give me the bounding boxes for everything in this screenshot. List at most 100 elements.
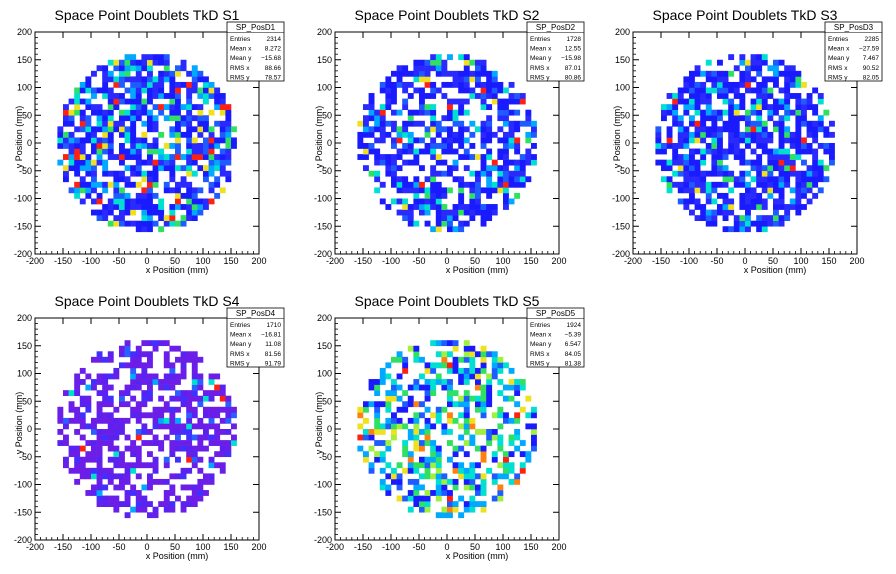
heatmap-bin	[683, 131, 690, 138]
heatmap-bin	[63, 456, 69, 463]
x-tick-label: 150	[223, 256, 238, 266]
y-tick-label: -200	[314, 249, 332, 259]
heatmap-bin	[96, 148, 103, 155]
heatmap-bin	[197, 143, 204, 149]
heatmap-bin	[180, 373, 187, 380]
heatmap-bin	[469, 192, 476, 199]
heatmap-bin	[91, 467, 97, 474]
heatmap-bin	[486, 131, 493, 138]
heatmap-bin	[773, 154, 779, 160]
heatmap-bin	[447, 148, 453, 155]
heatmap-bin	[441, 70, 448, 77]
heatmap-bin	[497, 165, 504, 172]
heatmap-bin	[197, 104, 204, 110]
heatmap-bin	[107, 423, 114, 430]
heatmap-bin	[655, 126, 662, 133]
heatmap-bin	[722, 204, 729, 210]
heatmap-bin	[396, 373, 403, 380]
heatmap-bin	[175, 81, 181, 88]
heatmap-bin	[694, 131, 701, 138]
heatmap-bin	[733, 181, 740, 188]
heatmap-bin	[102, 412, 109, 419]
heatmap-bin	[480, 93, 487, 99]
heatmap-bin	[508, 417, 515, 424]
heatmap-bin	[419, 98, 425, 105]
heatmap-bin	[750, 204, 757, 210]
heatmap-bin	[107, 209, 114, 216]
heatmap-bin	[778, 98, 785, 105]
heatmap-bin	[124, 512, 131, 519]
heatmap-bin	[102, 187, 109, 194]
heatmap-bin	[191, 76, 198, 83]
heatmap-bin	[63, 104, 69, 110]
heatmap-bin	[214, 165, 221, 172]
heatmap-bin	[407, 417, 414, 424]
x-tick-label: -150	[652, 256, 670, 266]
heatmap-bin	[96, 434, 103, 441]
heatmap-bin	[175, 104, 181, 110]
heatmap-bin	[147, 412, 153, 419]
heatmap-bin	[661, 143, 667, 149]
heatmap-bin	[374, 120, 381, 127]
x-tick-label: 50	[470, 542, 480, 552]
heatmap-bin	[368, 131, 375, 138]
heatmap-bin	[396, 417, 403, 424]
y-tick-label: 0	[327, 138, 332, 148]
heatmap-bin	[147, 379, 153, 385]
heatmap-bin	[480, 412, 487, 419]
heatmap-bin	[705, 131, 712, 138]
heatmap-bin	[363, 434, 369, 441]
heatmap-bin	[191, 170, 198, 177]
y-tick-label: -150	[14, 507, 32, 517]
heatmap-bin	[463, 506, 470, 513]
heatmap-bin	[508, 434, 515, 441]
heatmap-bin	[74, 429, 81, 435]
heatmap-bin	[812, 126, 819, 133]
heatmap-bin	[85, 181, 92, 188]
heatmap-bin	[130, 467, 137, 474]
heatmap-bin	[733, 109, 740, 116]
heatmap-bin	[711, 109, 718, 116]
heatmap-bin	[124, 340, 131, 347]
heatmap-bin	[430, 440, 437, 446]
heatmap-bin	[452, 215, 459, 221]
heatmap-bin	[767, 76, 774, 83]
heatmap-bin	[672, 181, 679, 188]
heatmap-bin	[424, 434, 431, 441]
heatmap-bin	[79, 81, 86, 88]
heatmap-bin	[761, 176, 768, 183]
heatmap-bin	[180, 367, 187, 374]
heatmap-bin	[124, 59, 131, 66]
heatmap-bin	[135, 143, 142, 149]
heatmap-bin	[469, 198, 476, 205]
heatmap-bin	[717, 70, 723, 77]
heatmap-bin	[756, 120, 763, 127]
heatmap-bin	[130, 351, 137, 358]
heatmap-bin	[163, 143, 170, 149]
heatmap-bin	[68, 390, 75, 396]
heatmap-bin	[186, 390, 193, 396]
heatmap-bin	[677, 181, 684, 188]
heatmap-bin	[96, 120, 103, 127]
heatmap-bin	[435, 220, 442, 227]
heatmap-bin	[163, 495, 170, 502]
heatmap-bin	[458, 143, 465, 149]
stats-row-value: 88.66	[265, 65, 282, 72]
heatmap-bin	[135, 87, 142, 94]
heatmap-bin	[180, 356, 187, 363]
heatmap-bin	[169, 209, 176, 216]
heatmap-bin	[441, 429, 448, 435]
heatmap-bin	[480, 170, 487, 177]
heatmap-bin	[739, 137, 746, 144]
heatmap-bin	[402, 81, 409, 88]
heatmap-bin	[169, 384, 176, 391]
heatmap-bin	[158, 93, 165, 99]
heatmap-bin	[169, 373, 176, 380]
heatmap-bin	[694, 187, 701, 194]
heatmap-bin	[514, 434, 521, 441]
heatmap-bin	[379, 120, 386, 127]
heatmap-bin	[480, 104, 487, 110]
heatmap-bin	[441, 512, 448, 519]
heatmap-bin	[96, 478, 103, 485]
heatmap-bin	[163, 506, 170, 513]
